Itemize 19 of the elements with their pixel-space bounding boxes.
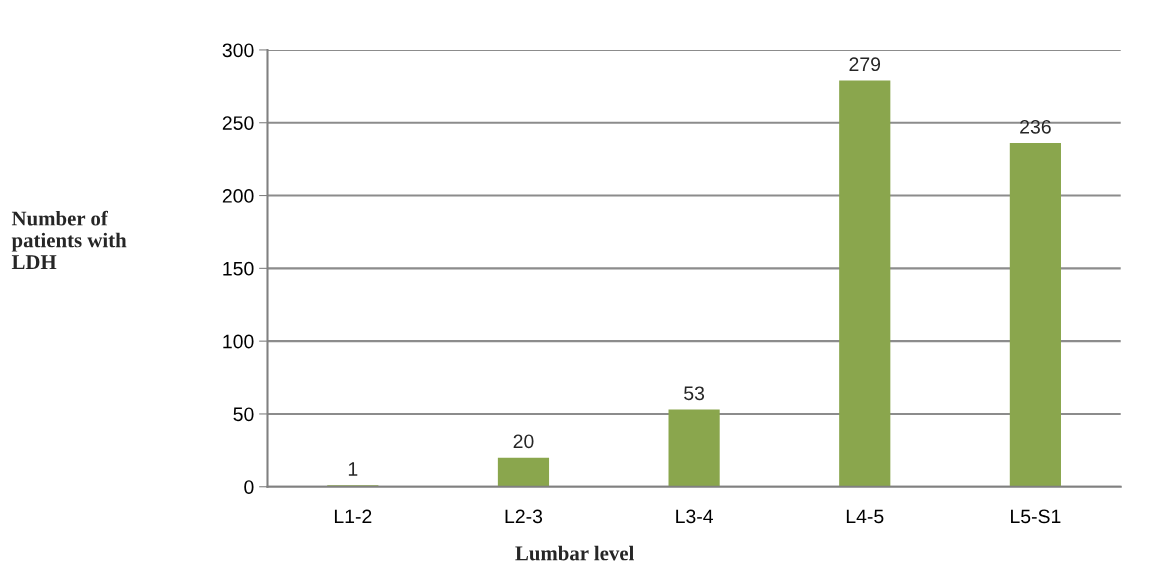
y-tick-label: 300	[222, 43, 254, 58]
y-tick-label: 100	[223, 334, 254, 349]
y-tick-label: 50	[233, 407, 254, 422]
data-label: 279	[849, 57, 881, 72]
data-label: 1	[348, 462, 358, 476]
data-label: 236	[1020, 119, 1051, 134]
x-tick-label: L2-3	[505, 509, 543, 524]
y-tick-label: 200	[222, 189, 254, 203]
x-axis-title: Lumbar level	[515, 545, 635, 561]
x-tick-label: L4-5	[846, 509, 884, 524]
y-tick-label: 150	[223, 261, 254, 276]
data-label: 20	[513, 434, 534, 449]
x-tick-label: L5-S1	[1011, 509, 1061, 524]
y-tick-label: 250	[222, 116, 254, 130]
y-axis-title: Number of patients with LDH	[11, 210, 127, 269]
data-label: 53	[684, 386, 705, 401]
y-tick-label: 0	[244, 480, 254, 494]
x-tick-label: L3-4	[676, 509, 713, 524]
x-tick-label: L1-2	[334, 509, 372, 524]
